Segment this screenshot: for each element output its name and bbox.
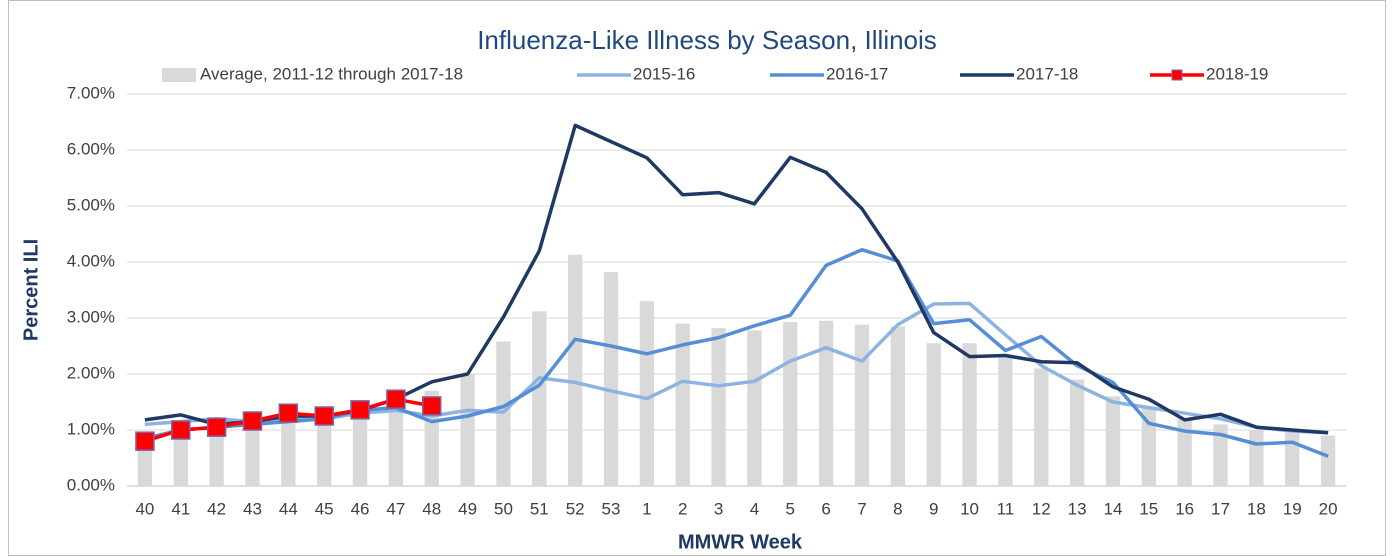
bar xyxy=(926,343,941,486)
x-tick-label: 4 xyxy=(750,499,759,518)
x-tick-label: 46 xyxy=(351,499,370,518)
x-tick-label: 5 xyxy=(786,499,795,518)
bar xyxy=(1285,432,1300,486)
bar xyxy=(460,374,475,486)
y-tick-label: 6.00% xyxy=(67,139,115,158)
x-tick-label: 48 xyxy=(422,499,441,518)
marker xyxy=(171,420,191,440)
x-tick-label: 53 xyxy=(602,499,621,518)
x-tick-label: 40 xyxy=(135,499,154,518)
bar xyxy=(567,254,583,486)
y-axis-title: Percent ILI xyxy=(20,239,42,341)
x-tick-label: 44 xyxy=(279,499,298,518)
bar xyxy=(173,430,188,486)
bar xyxy=(1249,430,1264,486)
bar xyxy=(1105,396,1121,486)
bar xyxy=(854,324,870,486)
chart-title: Influenza-Like Illness by Season, Illino… xyxy=(477,25,937,55)
bar xyxy=(352,410,368,486)
marker xyxy=(350,400,370,420)
bar xyxy=(711,328,726,486)
x-tick-label: 13 xyxy=(1068,499,1087,518)
bar xyxy=(747,330,762,486)
x-tick-label: 8 xyxy=(893,499,902,518)
marker xyxy=(314,406,334,426)
x-tick-label: 17 xyxy=(1211,499,1230,518)
x-tick-label: 19 xyxy=(1283,499,1302,518)
bar xyxy=(998,354,1013,486)
marker xyxy=(422,396,442,416)
x-tick-label: 47 xyxy=(386,499,405,518)
bar xyxy=(1141,407,1156,486)
x-tick-label: 7 xyxy=(857,499,866,518)
x-tick-label: 12 xyxy=(1032,499,1051,518)
y-tick-label: 7.00% xyxy=(67,83,115,102)
legend-marker xyxy=(1171,69,1183,81)
bar xyxy=(962,343,977,486)
marker xyxy=(242,411,263,431)
bar xyxy=(603,272,619,486)
marker xyxy=(386,389,406,409)
x-tick-label: 9 xyxy=(929,499,938,518)
x-tick-label: 15 xyxy=(1139,499,1158,518)
bar xyxy=(1177,418,1192,486)
x-tick-label: 41 xyxy=(171,499,190,518)
legend-label: 2017-18 xyxy=(1016,64,1078,83)
legend-label: 2018-19 xyxy=(1206,64,1268,83)
x-tick-label: 3 xyxy=(714,499,723,518)
x-tick-label: 20 xyxy=(1319,499,1338,518)
x-tick-label: 43 xyxy=(243,499,262,518)
legend-swatch xyxy=(162,68,196,82)
x-tick-label: 49 xyxy=(458,499,477,518)
x-tick-label: 10 xyxy=(960,499,979,518)
bar xyxy=(818,320,834,486)
series-4 xyxy=(135,389,442,451)
bar xyxy=(890,326,906,486)
bar xyxy=(245,424,260,486)
bar xyxy=(1069,379,1085,486)
bar xyxy=(1320,435,1336,486)
y-tick-label: 0.00% xyxy=(67,475,115,494)
x-tick-label: 52 xyxy=(566,499,585,518)
x-tick-label: 11 xyxy=(997,499,1015,518)
bar xyxy=(532,311,547,486)
chart-frame xyxy=(8,0,1386,556)
x-tick-label: 45 xyxy=(315,499,334,518)
bar xyxy=(639,301,655,486)
marker xyxy=(278,403,299,423)
x-tick-label: 6 xyxy=(821,499,830,518)
marker xyxy=(206,417,227,437)
bar xyxy=(1034,368,1049,486)
x-tick-label: 2 xyxy=(678,499,687,518)
legend-label: 2015-16 xyxy=(633,64,695,83)
bar xyxy=(675,323,690,486)
bar xyxy=(209,427,224,486)
y-tick-label: 2.00% xyxy=(67,363,115,382)
y-tick-label: 4.00% xyxy=(67,251,115,270)
legend-label: Average, 2011-12 through 2017-18 xyxy=(200,64,463,83)
x-tick-label: 1 xyxy=(642,499,651,518)
y-tick-label: 1.00% xyxy=(67,419,115,438)
x-tick-label: 51 xyxy=(530,499,549,518)
y-tick-label: 3.00% xyxy=(67,307,115,326)
bar xyxy=(783,321,798,486)
bar xyxy=(388,402,404,486)
y-tick-label: 5.00% xyxy=(67,195,115,214)
legend-label: 2016-17 xyxy=(826,64,888,83)
x-tick-label: 50 xyxy=(494,499,513,518)
x-tick-label: 42 xyxy=(207,499,226,518)
x-tick-label: 14 xyxy=(1103,499,1122,518)
marker xyxy=(135,431,155,451)
bar xyxy=(281,418,296,486)
bar xyxy=(1213,424,1228,486)
x-tick-label: 16 xyxy=(1175,499,1194,518)
x-axis-title: MMWR Week xyxy=(678,531,803,553)
bar xyxy=(317,416,332,486)
x-tick-label: 18 xyxy=(1247,499,1266,518)
